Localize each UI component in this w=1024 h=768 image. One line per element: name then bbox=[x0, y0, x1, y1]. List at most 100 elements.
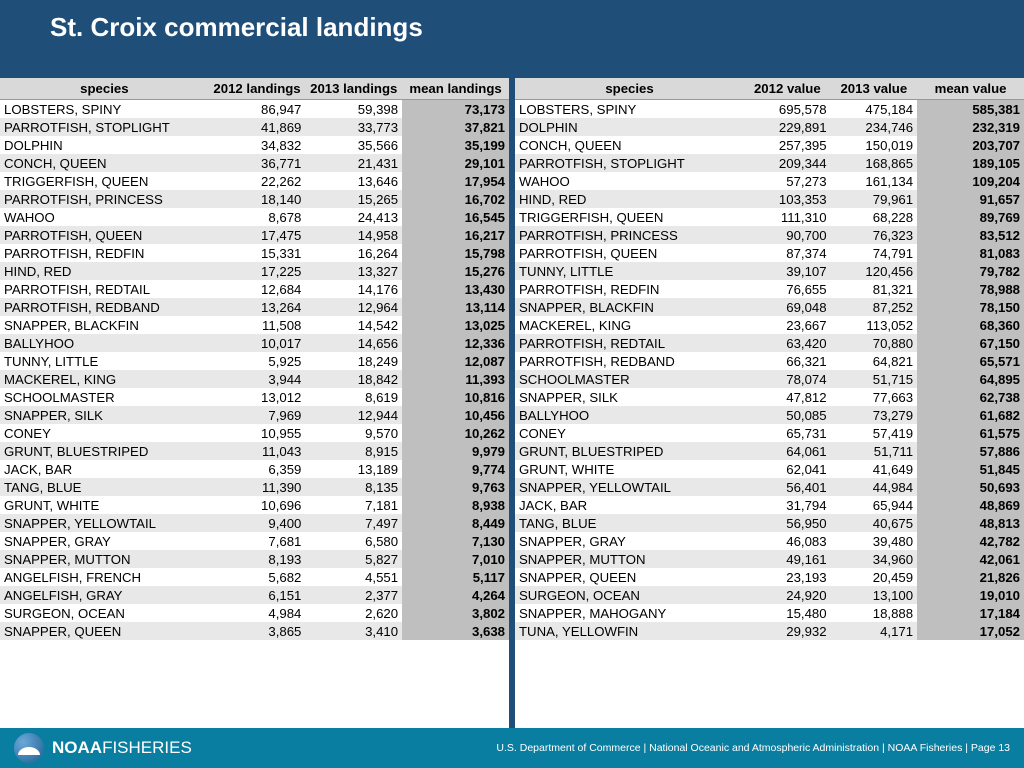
mean-cell: 585,381 bbox=[917, 100, 1024, 119]
species-cell: SNAPPER, MUTTON bbox=[0, 550, 209, 568]
value-cell: 7,969 bbox=[209, 406, 306, 424]
species-cell: DOLPHIN bbox=[0, 136, 209, 154]
value-cell: 13,012 bbox=[209, 388, 306, 406]
table-row: SURGEON, OCEAN24,92013,10019,010 bbox=[515, 586, 1024, 604]
value-cell: 7,681 bbox=[209, 532, 306, 550]
footer-attribution: U.S. Department of Commerce | National O… bbox=[496, 742, 1010, 754]
table-row: SNAPPER, MUTTON8,1935,8277,010 bbox=[0, 550, 509, 568]
mean-cell: 10,456 bbox=[402, 406, 509, 424]
mean-cell: 42,782 bbox=[917, 532, 1024, 550]
value-cell: 3,944 bbox=[209, 370, 306, 388]
mean-cell: 57,886 bbox=[917, 442, 1024, 460]
mean-cell: 78,150 bbox=[917, 298, 1024, 316]
slide-header: St. Croix commercial landings bbox=[0, 0, 1024, 78]
table-row: CONEY65,73157,41961,575 bbox=[515, 424, 1024, 442]
species-cell: PARROTFISH, REDBAND bbox=[0, 298, 209, 316]
value-cell: 36,771 bbox=[209, 154, 306, 172]
mean-cell: 13,025 bbox=[402, 316, 509, 334]
value-cell: 13,189 bbox=[305, 460, 402, 478]
value-cell: 65,944 bbox=[831, 496, 918, 514]
table-row: PARROTFISH, REDBAND13,26412,96413,114 bbox=[0, 298, 509, 316]
mean-cell: 78,988 bbox=[917, 280, 1024, 298]
value-cell: 2,377 bbox=[305, 586, 402, 604]
value-cell: 47,812 bbox=[744, 388, 831, 406]
value-cell: 18,140 bbox=[209, 190, 306, 208]
species-cell: JACK, BAR bbox=[515, 496, 744, 514]
mean-cell: 11,393 bbox=[402, 370, 509, 388]
value-cell: 81,321 bbox=[831, 280, 918, 298]
mean-cell: 37,821 bbox=[402, 118, 509, 136]
species-cell: SURGEON, OCEAN bbox=[515, 586, 744, 604]
table-row: SNAPPER, BLACKFIN11,50814,54213,025 bbox=[0, 316, 509, 334]
value-cell: 12,684 bbox=[209, 280, 306, 298]
value-cell: 150,019 bbox=[831, 136, 918, 154]
landings-table: species2012 landings2013 landingsmean la… bbox=[0, 78, 509, 640]
value-cell: 66,321 bbox=[744, 352, 831, 370]
value-cell: 16,264 bbox=[305, 244, 402, 262]
mean-cell: 91,657 bbox=[917, 190, 1024, 208]
species-cell: HIND, RED bbox=[515, 190, 744, 208]
landings-table-wrap: species2012 landings2013 landingsmean la… bbox=[0, 78, 509, 728]
value-cell: 64,061 bbox=[744, 442, 831, 460]
mean-cell: 15,798 bbox=[402, 244, 509, 262]
species-cell: WAHOO bbox=[515, 172, 744, 190]
value-cell: 6,580 bbox=[305, 532, 402, 550]
value-cell: 7,181 bbox=[305, 496, 402, 514]
table-row: SNAPPER, YELLOWTAIL56,40144,98450,693 bbox=[515, 478, 1024, 496]
species-cell: PARROTFISH, REDTAIL bbox=[0, 280, 209, 298]
mean-cell: 17,954 bbox=[402, 172, 509, 190]
value-cell: 13,100 bbox=[831, 586, 918, 604]
value-cell: 21,431 bbox=[305, 154, 402, 172]
mean-cell: 19,010 bbox=[917, 586, 1024, 604]
value-cell: 11,043 bbox=[209, 442, 306, 460]
species-cell: PARROTFISH, STOPLIGHT bbox=[0, 118, 209, 136]
table-row: MACKEREL, KING3,94418,84211,393 bbox=[0, 370, 509, 388]
value-cell: 79,961 bbox=[831, 190, 918, 208]
value-cell: 56,401 bbox=[744, 478, 831, 496]
table-row: TUNNY, LITTLE39,107120,45679,782 bbox=[515, 262, 1024, 280]
species-cell: SNAPPER, QUEEN bbox=[515, 568, 744, 586]
value-cell: 24,920 bbox=[744, 586, 831, 604]
species-cell: CONCH, QUEEN bbox=[515, 136, 744, 154]
value-cell: 5,827 bbox=[305, 550, 402, 568]
mean-cell: 15,276 bbox=[402, 262, 509, 280]
table-row: TANG, BLUE56,95040,67548,813 bbox=[515, 514, 1024, 532]
species-cell: CONEY bbox=[0, 424, 209, 442]
noaa-logo-text: NOAAFISHERIES bbox=[52, 738, 192, 758]
value-cell: 111,310 bbox=[744, 208, 831, 226]
table-row: TANG, BLUE11,3908,1359,763 bbox=[0, 478, 509, 496]
page-title: St. Croix commercial landings bbox=[50, 12, 1024, 43]
value-header-row: species2012 value2013 valuemean value bbox=[515, 78, 1024, 100]
value-cell: 41,869 bbox=[209, 118, 306, 136]
value-cell: 33,773 bbox=[305, 118, 402, 136]
mean-cell: 61,682 bbox=[917, 406, 1024, 424]
mean-cell: 5,117 bbox=[402, 568, 509, 586]
logo-bold: NOAA bbox=[52, 738, 102, 757]
mean-cell: 10,262 bbox=[402, 424, 509, 442]
mean-cell: 73,173 bbox=[402, 100, 509, 119]
value-cell: 70,880 bbox=[831, 334, 918, 352]
value-cell: 56,950 bbox=[744, 514, 831, 532]
value-cell: 78,074 bbox=[744, 370, 831, 388]
mean-cell: 10,816 bbox=[402, 388, 509, 406]
mean-cell: 68,360 bbox=[917, 316, 1024, 334]
table-row: SNAPPER, MAHOGANY15,48018,88817,184 bbox=[515, 604, 1024, 622]
table-row: CONCH, QUEEN36,77121,43129,101 bbox=[0, 154, 509, 172]
value-cell: 57,419 bbox=[831, 424, 918, 442]
mean-cell: 48,869 bbox=[917, 496, 1024, 514]
species-cell: TANG, BLUE bbox=[515, 514, 744, 532]
species-cell: PARROTFISH, REDBAND bbox=[515, 352, 744, 370]
value-cell: 13,264 bbox=[209, 298, 306, 316]
value-cell: 12,964 bbox=[305, 298, 402, 316]
col-header: 2012 landings bbox=[209, 78, 306, 100]
value-cell: 5,925 bbox=[209, 352, 306, 370]
table-row: PARROTFISH, PRINCESS90,70076,32383,512 bbox=[515, 226, 1024, 244]
slide-footer: NOAAFISHERIES U.S. Department of Commerc… bbox=[0, 728, 1024, 768]
mean-cell: 9,979 bbox=[402, 442, 509, 460]
table-row: SNAPPER, QUEEN3,8653,4103,638 bbox=[0, 622, 509, 640]
value-cell: 20,459 bbox=[831, 568, 918, 586]
table-row: GRUNT, WHITE62,04141,64951,845 bbox=[515, 460, 1024, 478]
value-cell: 209,344 bbox=[744, 154, 831, 172]
species-cell: TRIGGERFISH, QUEEN bbox=[0, 172, 209, 190]
value-cell: 87,252 bbox=[831, 298, 918, 316]
